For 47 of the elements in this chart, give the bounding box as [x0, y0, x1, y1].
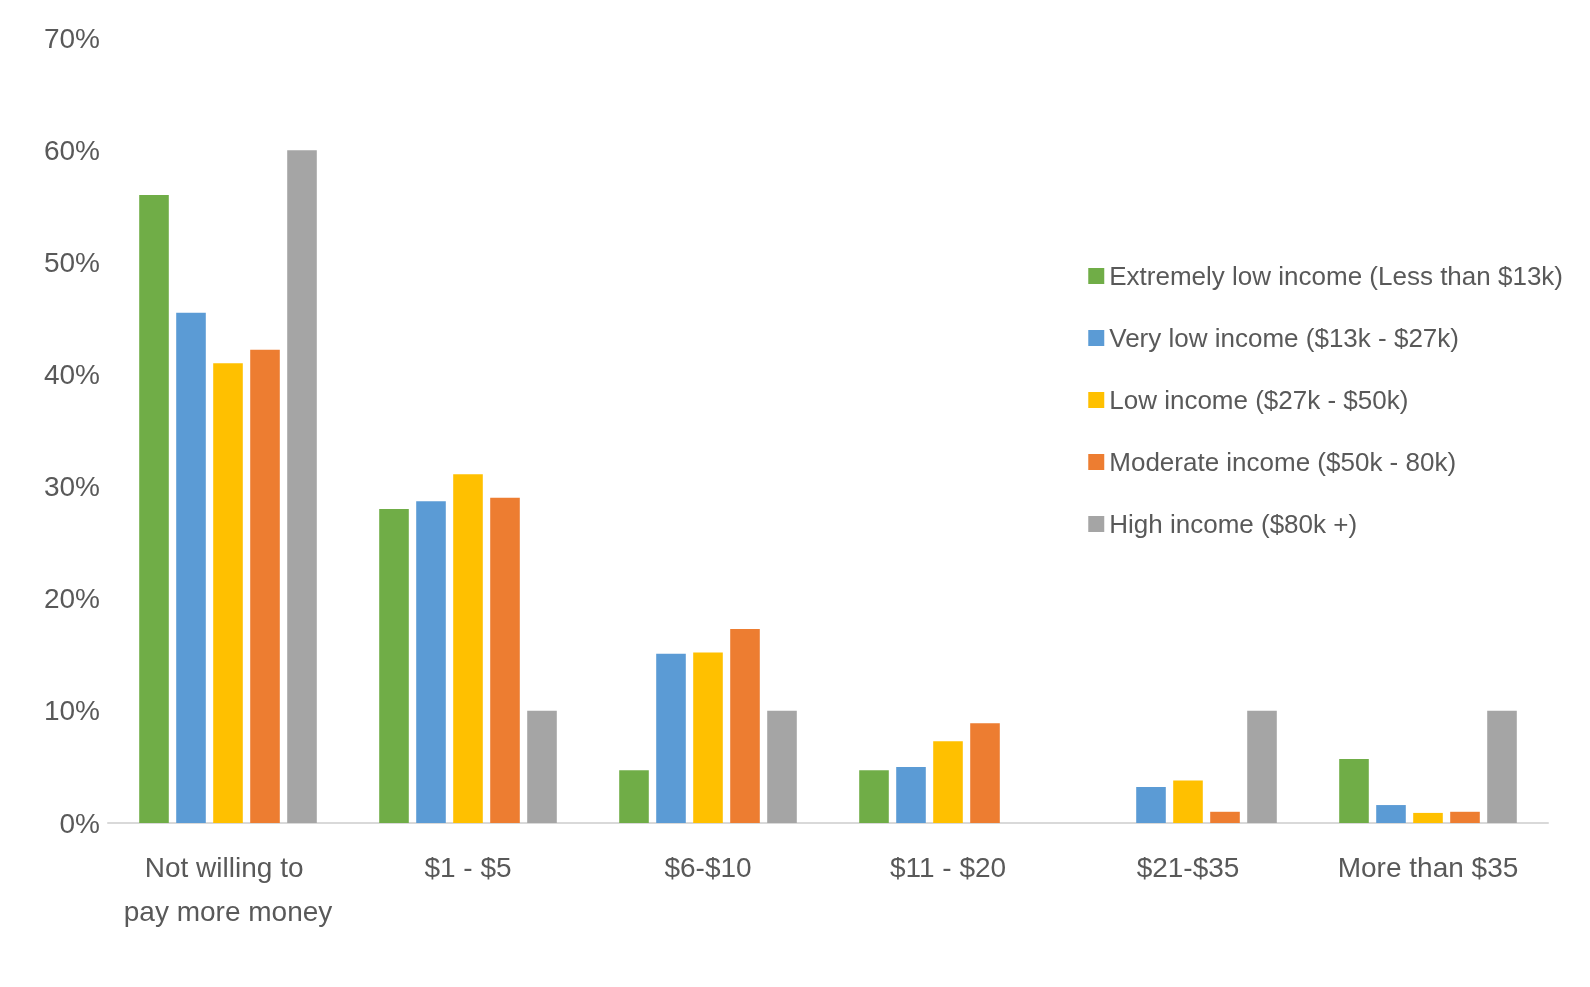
- bar: [1210, 811, 1240, 823]
- bar: [656, 653, 686, 823]
- bar: [859, 770, 889, 823]
- bar: [139, 195, 169, 823]
- x-tick-label: $21-$35: [1136, 851, 1240, 883]
- y-tick-label: 0%: [59, 807, 100, 839]
- bar: [1413, 812, 1443, 823]
- y-tick-label: 60%: [43, 134, 100, 166]
- y-tick-label: 50%: [43, 246, 100, 278]
- bar: [287, 150, 317, 823]
- bar: [1247, 710, 1277, 823]
- y-tick-label: 40%: [43, 358, 100, 390]
- bar: [1450, 811, 1480, 823]
- bar: [730, 628, 760, 823]
- bar: [1487, 710, 1517, 823]
- y-tick-label: 70%: [43, 22, 100, 54]
- bar: [767, 710, 797, 823]
- bar: [693, 652, 723, 823]
- bar: [1339, 759, 1369, 823]
- bar: [213, 363, 243, 823]
- legend-label: Very low income ($13k - $27k): [1109, 323, 1459, 353]
- bar: [970, 723, 1000, 823]
- x-tick-label: Not willing to pay more money: [123, 851, 333, 927]
- bar: [933, 741, 963, 823]
- bar: [619, 770, 649, 823]
- bar: [1173, 780, 1203, 823]
- bar: [1376, 805, 1406, 823]
- y-tick-label: 30%: [43, 471, 100, 503]
- y-tick-label: 20%: [43, 583, 100, 615]
- bar: [896, 766, 926, 823]
- legend-label: Low income ($27k - $50k): [1109, 385, 1409, 415]
- bar: [1136, 787, 1166, 823]
- bar: [379, 509, 409, 823]
- bar: [250, 349, 280, 823]
- y-tick-label: 10%: [43, 695, 100, 727]
- bar: [453, 474, 483, 823]
- x-tick-label: $6-$10: [664, 851, 752, 883]
- bar: [176, 312, 206, 823]
- legend-label: High income ($80k +): [1109, 509, 1358, 539]
- legend-label: Moderate income ($50k - 80k): [1109, 447, 1457, 477]
- bar: [527, 710, 557, 823]
- bar: [490, 497, 520, 823]
- bar: [416, 501, 446, 823]
- x-tick-label: More than $35: [1337, 851, 1519, 883]
- x-tick-label: $1 - $5: [424, 851, 512, 883]
- legend-label: Extremely low income (Less than $13k): [1109, 261, 1564, 291]
- x-tick-label: $11 - $20: [889, 851, 1007, 883]
